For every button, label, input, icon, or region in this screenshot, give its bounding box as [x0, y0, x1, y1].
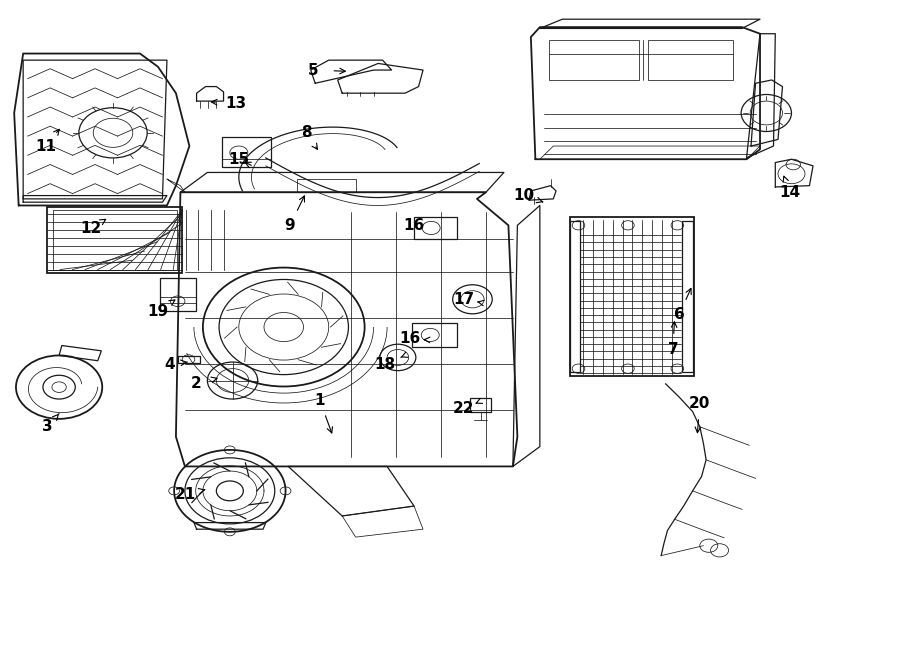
Text: 4: 4	[165, 357, 175, 371]
Bar	[48, 207, 182, 273]
Text: 22: 22	[453, 401, 474, 416]
Bar	[412, 323, 457, 347]
Bar	[221, 138, 271, 167]
Text: 21: 21	[175, 487, 195, 502]
Text: 3: 3	[42, 419, 53, 434]
Bar	[53, 210, 176, 269]
Bar	[470, 399, 491, 412]
Text: 18: 18	[374, 357, 396, 371]
Bar	[570, 217, 694, 376]
Bar	[159, 278, 195, 311]
Text: 20: 20	[689, 396, 710, 411]
Text: 9: 9	[284, 218, 295, 233]
Bar	[682, 221, 693, 372]
Bar	[549, 40, 639, 80]
Bar	[414, 217, 457, 238]
Text: 11: 11	[35, 138, 56, 154]
Bar	[570, 221, 580, 372]
Text: 15: 15	[229, 152, 249, 167]
Text: 12: 12	[80, 221, 101, 236]
Text: 14: 14	[779, 185, 800, 200]
Text: 19: 19	[148, 304, 168, 318]
Text: 13: 13	[226, 95, 247, 111]
Text: 5: 5	[308, 62, 319, 77]
Text: 16: 16	[399, 332, 420, 346]
Text: 17: 17	[453, 292, 474, 307]
Text: 10: 10	[513, 188, 535, 203]
Text: 16: 16	[403, 218, 425, 233]
Text: 1: 1	[314, 393, 325, 408]
Text: 8: 8	[301, 125, 311, 140]
Text: 6: 6	[674, 307, 685, 322]
Text: 7: 7	[668, 342, 679, 357]
Text: 2: 2	[191, 377, 202, 391]
Bar	[648, 40, 734, 80]
